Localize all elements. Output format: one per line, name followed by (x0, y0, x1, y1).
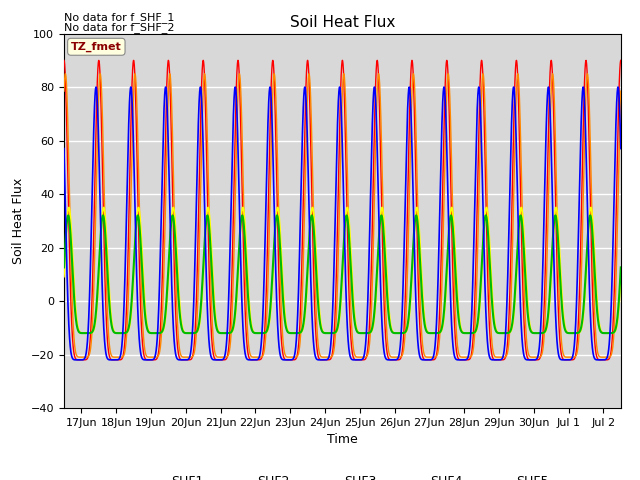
Y-axis label: Soil Heat Flux: Soil Heat Flux (12, 178, 25, 264)
Legend: SHF1, SHF2, SHF3, SHF4, SHF5: SHF1, SHF2, SHF3, SHF4, SHF5 (131, 470, 554, 480)
Title: Soil Heat Flux: Soil Heat Flux (290, 15, 395, 30)
X-axis label: Time: Time (327, 433, 358, 446)
Text: TZ_fmet: TZ_fmet (71, 42, 122, 52)
Text: No data for f_SHF_1: No data for f_SHF_1 (64, 12, 174, 23)
Text: No data for f_SHF_2: No data for f_SHF_2 (64, 22, 175, 33)
